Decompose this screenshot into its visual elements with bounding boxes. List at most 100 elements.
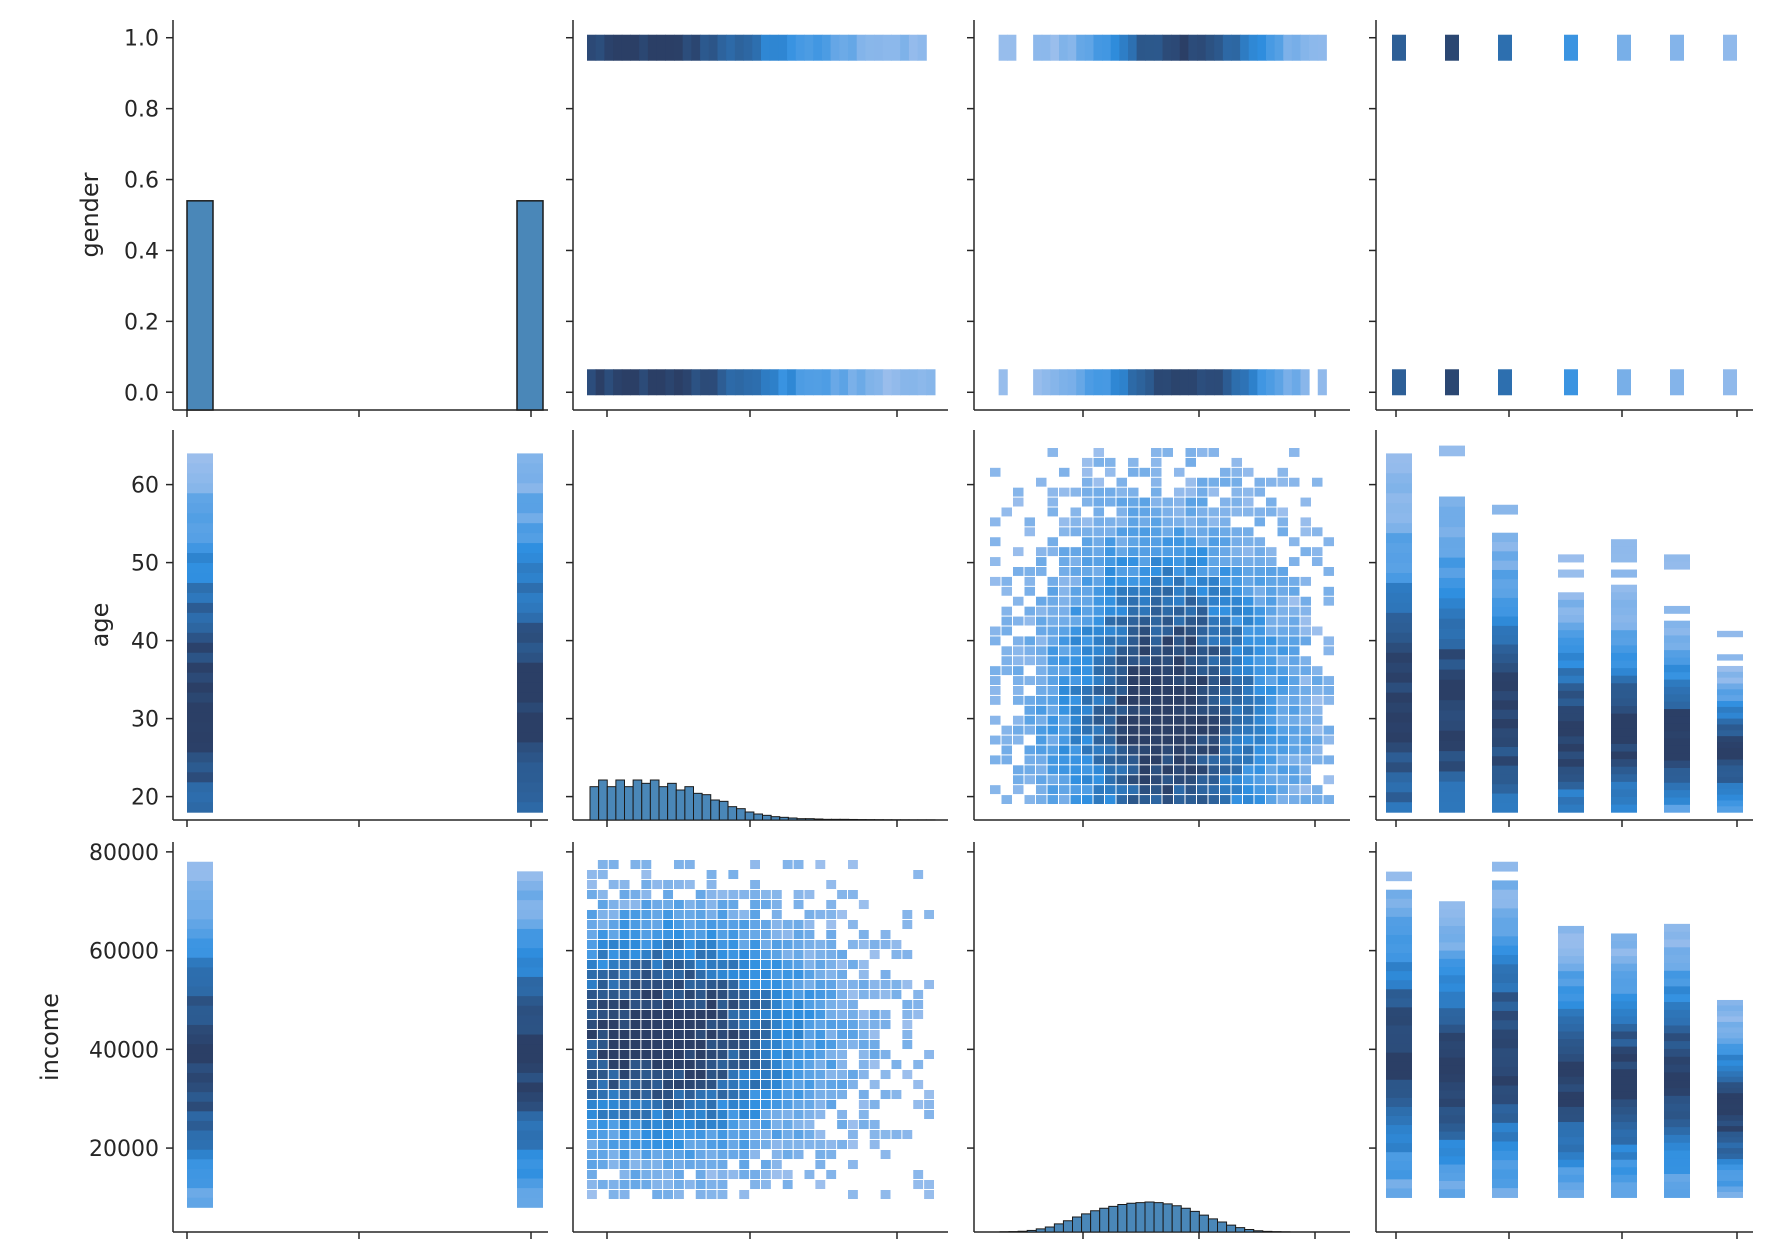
income-age-cell <box>587 1120 597 1129</box>
age-col4-cell <box>1439 608 1465 620</box>
income-age-cell <box>815 1140 826 1149</box>
income-age-cell <box>761 970 771 979</box>
age-income-cell <box>1128 676 1139 685</box>
income-age-cell <box>761 1110 771 1119</box>
gender-income-cell <box>1205 369 1215 396</box>
age-col4-cell <box>1717 701 1743 708</box>
income-age-cell <box>619 1060 630 1069</box>
age-income-cell <box>1082 775 1093 785</box>
age-income-cell <box>1266 795 1277 804</box>
age-income-cell <box>1128 795 1139 804</box>
age-income-cell <box>1277 785 1288 795</box>
age-col4-cell <box>1386 622 1412 634</box>
income-age-cell <box>587 960 597 969</box>
age-income-cell <box>1220 656 1231 666</box>
income-age-cell <box>880 1090 891 1099</box>
age-income-cell <box>1139 497 1150 507</box>
age-income-cell <box>990 755 1001 765</box>
age-income-cell <box>1197 676 1208 685</box>
income-age-cell <box>804 1050 815 1059</box>
income-age-cell <box>597 900 608 909</box>
age-col4-cell <box>1717 671 1743 679</box>
age-col4-cell <box>1558 728 1584 737</box>
income-age-cell <box>630 980 641 989</box>
income-hist-bar <box>1262 1230 1273 1233</box>
income-age-cell <box>674 1040 684 1049</box>
age-income-cell <box>1093 715 1104 725</box>
age-income-cell <box>1323 537 1334 547</box>
age-gender-cell <box>187 453 213 464</box>
age-income-cell <box>1105 557 1116 566</box>
income-col4-cell <box>1492 1010 1518 1021</box>
age-income-cell <box>1013 785 1024 795</box>
age-hist-bar <box>813 818 824 821</box>
age-col4-cell <box>1611 743 1637 753</box>
age-income-cell <box>1300 576 1311 586</box>
age-income-cell <box>1277 626 1288 636</box>
age-income-cell <box>1024 646 1035 656</box>
age-income-cell <box>990 537 1001 547</box>
age-col4-cell <box>1611 630 1637 639</box>
income-age-cell <box>641 1130 652 1139</box>
age-col4-cell <box>1717 806 1743 813</box>
age-income-cell <box>1070 695 1081 705</box>
age-income-cell <box>1128 636 1139 646</box>
age-income-cell <box>1116 487 1127 497</box>
income-age-cell <box>804 1090 815 1099</box>
age-income-cell <box>1105 705 1116 715</box>
age-gender-cell <box>517 622 543 634</box>
age-col4-cell <box>1386 792 1412 803</box>
age-income-cell <box>1185 626 1196 636</box>
income-age-cell <box>815 1160 826 1169</box>
income-col4-cell <box>1717 1137 1743 1144</box>
income-age-cell <box>619 930 630 939</box>
income-age-cell <box>750 1140 760 1149</box>
gender-age-cell <box>639 34 649 61</box>
income-col4-cell <box>1717 1186 1743 1193</box>
income-age-cell <box>608 1020 619 1029</box>
age-income-cell <box>1001 666 1012 676</box>
age-income-cell <box>1231 527 1242 537</box>
income-age-cell <box>641 880 652 889</box>
age-income-cell <box>1105 795 1116 804</box>
age-income-cell <box>1277 795 1288 804</box>
income-age-cell <box>630 1030 641 1039</box>
gender-income-cell <box>1300 369 1310 396</box>
age-income-cell <box>1254 666 1265 676</box>
income-age-cell <box>619 1160 630 1169</box>
age-col4-cell <box>1558 645 1584 654</box>
income-age-cell <box>771 1160 782 1169</box>
gender-age-cell <box>674 369 684 396</box>
income-age-cell <box>826 1030 837 1039</box>
age-income-cell <box>1093 755 1104 765</box>
income-age-cell <box>728 1030 739 1039</box>
age-gender-cell <box>187 722 213 733</box>
age-income-cell <box>1289 686 1300 695</box>
age-income-cell <box>1001 795 1012 804</box>
income-col4-cell <box>1664 1095 1690 1105</box>
age-income-cell <box>1139 517 1150 527</box>
income-gender-cell <box>517 880 543 892</box>
age-income-cell <box>1185 676 1196 685</box>
income-age-cell <box>597 960 608 969</box>
age-income-cell <box>1197 666 1208 676</box>
income-col4-cell <box>1717 1054 1743 1061</box>
income-age-cell <box>674 1120 684 1129</box>
income-col4-cell <box>1717 1170 1743 1177</box>
age-income-cell <box>1208 666 1219 676</box>
age-income-cell <box>1162 527 1173 537</box>
income-col4-cell <box>1611 1008 1637 1017</box>
income-age-cell <box>782 1030 793 1039</box>
income-age-cell <box>880 1190 891 1199</box>
income-age-cell <box>619 1090 630 1099</box>
income-col4-cell <box>1664 978 1690 987</box>
age-income-cell <box>1220 725 1231 735</box>
gender-income-cell <box>1033 369 1043 396</box>
age-income-cell <box>1162 626 1173 636</box>
income-age-cell <box>858 1120 869 1129</box>
income-gender-cell <box>187 1197 213 1208</box>
age-income-cell <box>1220 676 1231 685</box>
income-col4-cell <box>1717 1115 1743 1122</box>
age-gender-cell <box>517 752 543 763</box>
age-income-cell <box>1277 507 1288 517</box>
